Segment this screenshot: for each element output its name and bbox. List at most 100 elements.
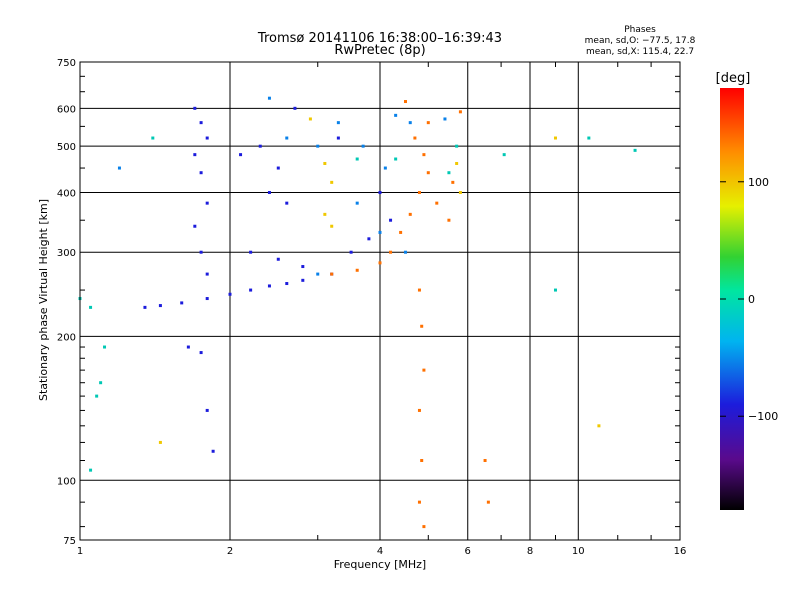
data-point bbox=[89, 305, 93, 309]
y-axis-label: Stationary phase Virtual Height [km] bbox=[37, 199, 50, 401]
y-tick-label: 600 bbox=[57, 104, 76, 115]
data-point bbox=[553, 136, 557, 140]
data-point bbox=[267, 284, 271, 288]
data-point bbox=[417, 408, 421, 412]
data-point bbox=[180, 301, 184, 305]
data-points-layer bbox=[78, 96, 637, 529]
data-point bbox=[597, 424, 601, 428]
colorbar-ticks: 100 0 −100 bbox=[720, 176, 778, 423]
y-tick-label: 200 bbox=[57, 332, 76, 343]
data-point bbox=[399, 230, 403, 234]
data-point bbox=[308, 117, 312, 121]
phases-title: Phases bbox=[624, 25, 656, 35]
data-point bbox=[447, 218, 451, 222]
data-point bbox=[330, 224, 334, 228]
data-point bbox=[355, 157, 359, 161]
data-point bbox=[426, 121, 430, 125]
data-point bbox=[316, 272, 320, 276]
data-point bbox=[502, 153, 506, 157]
x-axis-label: Frequency [MHz] bbox=[334, 558, 426, 571]
data-point bbox=[426, 171, 430, 175]
data-point bbox=[349, 250, 353, 254]
data-point bbox=[394, 157, 398, 161]
x-tick-label: 2 bbox=[227, 546, 233, 557]
phases-line-x: mean, sd,X: 115.4, 22.7 bbox=[586, 47, 694, 57]
x-tick-label: 16 bbox=[674, 546, 687, 557]
data-point bbox=[355, 201, 359, 205]
data-point bbox=[403, 100, 407, 104]
y-tick-label: 75 bbox=[63, 536, 76, 547]
data-point bbox=[117, 166, 121, 170]
data-point bbox=[103, 345, 107, 349]
data-point bbox=[408, 121, 412, 125]
data-point bbox=[151, 136, 155, 140]
data-point bbox=[486, 500, 490, 504]
data-point bbox=[95, 394, 99, 398]
data-point bbox=[330, 180, 334, 184]
data-point bbox=[323, 161, 327, 165]
data-point bbox=[205, 272, 209, 276]
data-point bbox=[403, 250, 407, 254]
data-point bbox=[422, 153, 426, 157]
data-point bbox=[285, 136, 289, 140]
data-point bbox=[199, 351, 203, 355]
data-point bbox=[422, 525, 426, 529]
data-point bbox=[211, 449, 215, 453]
data-point bbox=[367, 237, 371, 241]
x-tick-label: 4 bbox=[377, 546, 383, 557]
data-point bbox=[378, 230, 382, 234]
data-point bbox=[186, 345, 190, 349]
data-point bbox=[417, 288, 421, 292]
data-point bbox=[285, 201, 289, 205]
data-point bbox=[99, 381, 103, 385]
data-point bbox=[89, 468, 93, 472]
data-point bbox=[336, 121, 340, 125]
data-point bbox=[633, 148, 637, 152]
phases-line-o: mean, sd,O: −77.5, 17.8 bbox=[585, 36, 696, 46]
data-point bbox=[378, 261, 382, 265]
data-point bbox=[158, 440, 162, 444]
data-point bbox=[205, 201, 209, 205]
x-tick-label: 1 bbox=[77, 546, 83, 557]
data-point bbox=[323, 212, 327, 216]
data-point bbox=[301, 265, 305, 269]
data-point bbox=[422, 368, 426, 372]
chart-title: Tromsø 20141106 16:38:00–16:39:43 bbox=[257, 31, 502, 46]
data-point bbox=[249, 288, 253, 292]
plot-frame bbox=[79, 61, 681, 541]
data-point bbox=[258, 144, 262, 148]
chart-subtitle: RwPretec (8p) bbox=[334, 43, 425, 58]
data-point bbox=[276, 166, 280, 170]
data-point bbox=[483, 458, 487, 462]
data-point bbox=[316, 144, 320, 148]
data-point bbox=[455, 144, 459, 148]
data-point bbox=[158, 304, 162, 308]
x-tick-label: 10 bbox=[572, 546, 585, 557]
axis-layer: 1 2 4 6 8 10 16 75 100 200 300 400 500 600 750 bbox=[57, 58, 686, 557]
data-point bbox=[330, 272, 334, 276]
data-point bbox=[587, 136, 591, 140]
data-point bbox=[228, 292, 232, 296]
colorbar-tick-label: 0 bbox=[748, 293, 755, 306]
y-tick-label: 750 bbox=[57, 58, 76, 69]
data-point bbox=[447, 171, 451, 175]
data-point bbox=[458, 110, 462, 114]
data-point bbox=[553, 288, 557, 292]
data-point bbox=[389, 250, 393, 254]
data-point bbox=[443, 117, 447, 121]
y-tick-label: 100 bbox=[57, 476, 76, 487]
data-point bbox=[378, 190, 382, 194]
data-point bbox=[193, 153, 197, 157]
y-tick-label: 400 bbox=[57, 188, 76, 199]
data-point bbox=[193, 224, 197, 228]
data-point bbox=[199, 121, 203, 125]
data-point bbox=[301, 278, 305, 282]
data-point bbox=[293, 106, 297, 110]
data-point bbox=[355, 268, 359, 272]
data-point bbox=[267, 190, 271, 194]
data-point bbox=[417, 190, 421, 194]
x-tick-label: 8 bbox=[527, 546, 533, 557]
y-tick-label: 500 bbox=[57, 142, 76, 153]
